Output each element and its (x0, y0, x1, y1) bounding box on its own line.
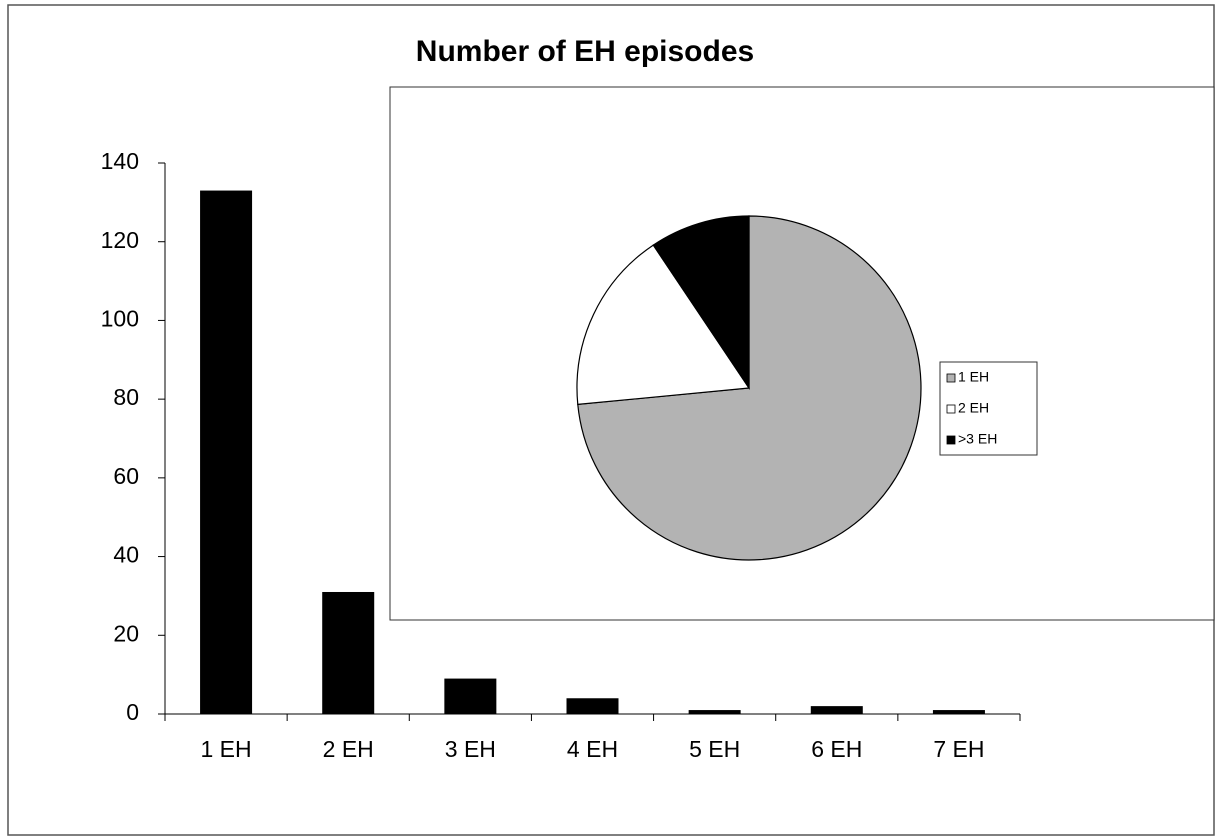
x-tick-label: 3 EH (445, 736, 496, 762)
pie-slice (576, 244, 751, 406)
legend-swatch (946, 373, 956, 383)
bar (322, 591, 375, 714)
y-tick-label: 120 (101, 227, 139, 253)
y-tick-label: 20 (113, 620, 139, 646)
legend-swatch (946, 404, 956, 414)
x-tick-label: 1 EH (201, 736, 252, 762)
pie-slice (652, 215, 750, 390)
legend-label: 1 EH (958, 369, 989, 385)
y-tick-label: 40 (113, 542, 139, 568)
y-tick-label: 80 (113, 384, 139, 410)
x-tick-label: 6 EH (811, 736, 862, 762)
bar (566, 698, 619, 714)
bar (810, 706, 863, 714)
bar (200, 190, 253, 715)
y-tick-label: 60 (113, 463, 139, 489)
legend-label: 2 EH (958, 400, 989, 416)
x-tick-label: 7 EH (933, 736, 984, 762)
legend-label: >3 EH (958, 431, 997, 447)
x-tick-label: 5 EH (689, 736, 740, 762)
chart-title: Number of EH episodes (416, 35, 754, 68)
legend-swatch (946, 435, 956, 445)
x-tick-label: 4 EH (567, 736, 618, 762)
y-tick-label: 140 (101, 148, 139, 174)
bar (688, 710, 741, 714)
bar (444, 678, 497, 714)
y-tick-label: 100 (101, 306, 139, 332)
bar (932, 710, 985, 714)
x-tick-label: 2 EH (323, 736, 374, 762)
y-tick-label: 0 (126, 699, 139, 725)
legend-frame (939, 361, 1038, 456)
